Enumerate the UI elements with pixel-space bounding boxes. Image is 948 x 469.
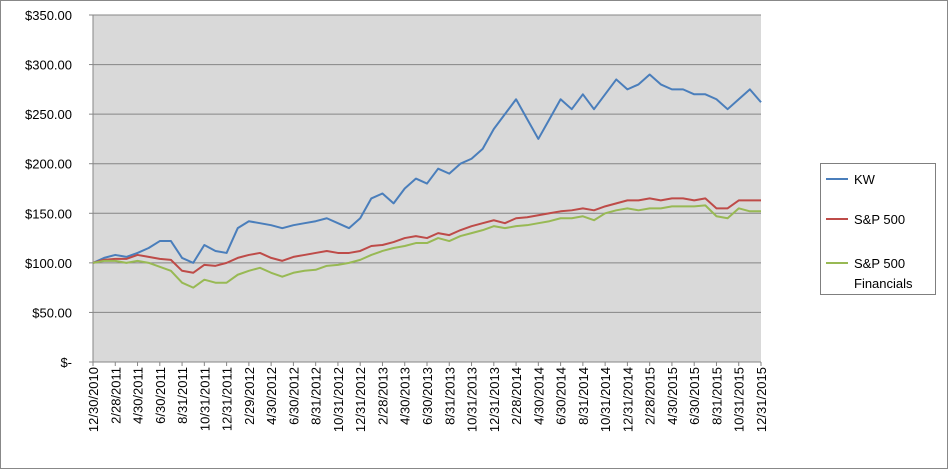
x-tick-label: 4/30/2013 xyxy=(398,367,413,425)
legend-label: S&P 500 Financials xyxy=(854,256,913,291)
x-tick-label: 6/30/2014 xyxy=(554,367,569,425)
x-tick-label: 12/31/2014 xyxy=(620,367,635,432)
legend-swatch xyxy=(826,262,848,264)
x-tick-label: 2/28/2014 xyxy=(509,367,524,425)
x-tick-label: 8/31/2012 xyxy=(309,367,324,425)
legend: KW S&P 500 S&P 500 Financials xyxy=(820,163,936,295)
x-tick-label: 4/30/2011 xyxy=(131,367,146,424)
x-tick-label: 10/31/2015 xyxy=(732,367,747,432)
x-tick-label: 4/30/2012 xyxy=(264,367,279,425)
legend-label: S&P 500 xyxy=(854,212,906,227)
series-line xyxy=(92,73,762,264)
legend-item: S&P 500 Financials xyxy=(821,254,935,294)
series-line xyxy=(92,204,761,289)
series-line xyxy=(92,197,761,274)
y-tick-label: $200.00 xyxy=(25,157,72,172)
y-tick-label: $- xyxy=(60,355,72,370)
x-tick-label: 8/31/2013 xyxy=(442,367,457,425)
y-tick-label: $250.00 xyxy=(25,107,72,122)
x-tick-label: 6/30/2012 xyxy=(286,367,301,425)
x-tick-label: 6/30/2013 xyxy=(420,367,435,425)
legend-item: KW xyxy=(821,170,935,190)
legend-swatch xyxy=(826,218,848,220)
x-tick-label: 12/31/2015 xyxy=(754,367,769,432)
x-tick-label: 6/30/2011 xyxy=(153,367,168,424)
x-tick-label: 8/31/2011 xyxy=(175,367,190,424)
x-tick-label: 10/31/2011 xyxy=(197,367,212,431)
y-tick-label: $150.00 xyxy=(25,206,72,221)
x-tick-label: 10/31/2013 xyxy=(465,367,480,432)
x-tick-label: 8/31/2015 xyxy=(709,367,724,425)
x-tick-label: 6/30/2015 xyxy=(687,367,702,425)
x-tick-label: 2/28/2013 xyxy=(375,367,390,425)
x-tick-label: 12/30/2010 xyxy=(86,367,101,432)
y-tick-label: $300.00 xyxy=(25,58,72,73)
y-tick-label: $100.00 xyxy=(25,256,72,271)
legend-label: KW xyxy=(854,172,875,187)
x-tick-label: 2/28/2011 xyxy=(108,367,123,424)
x-tick-label: 12/31/2013 xyxy=(487,367,502,432)
legend-item: S&P 500 xyxy=(821,210,935,230)
legend-swatch xyxy=(826,178,848,180)
plot-area xyxy=(93,15,761,362)
x-tick-label: 8/31/2014 xyxy=(576,367,591,425)
x-tick-label: 4/30/2014 xyxy=(531,367,546,425)
x-tick-label: 10/31/2014 xyxy=(598,367,613,432)
x-tick-label: 2/29/2012 xyxy=(242,367,257,425)
x-tick-label: 10/31/2012 xyxy=(331,367,346,432)
x-tick-label: 12/31/2011 xyxy=(220,367,235,431)
x-tick-label: 2/28/2015 xyxy=(643,367,658,425)
x-tick-label: 12/31/2012 xyxy=(353,367,368,432)
y-tick-label: $50.00 xyxy=(32,305,72,320)
y-tick-label: $350.00 xyxy=(25,8,72,23)
x-tick-label: 4/30/2015 xyxy=(665,367,680,425)
